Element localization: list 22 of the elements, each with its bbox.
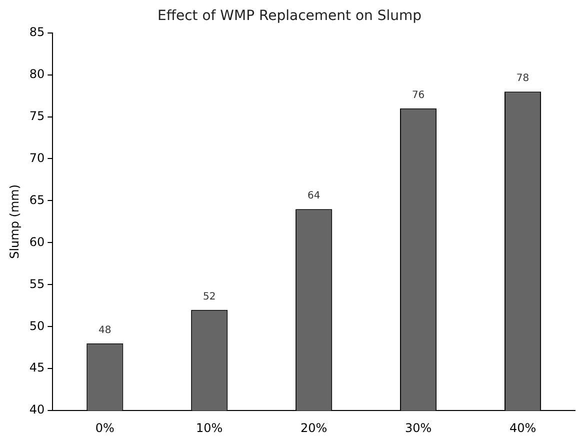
x-tick-label: 0% [95,420,114,435]
y-tick-label: 55 [29,276,45,291]
x-tick-label: 30% [404,420,432,435]
y-tick-label: 85 [29,24,45,39]
y-tick-label: 75 [29,108,45,123]
y-tick-label: 40 [29,402,45,417]
data-label: 52 [203,291,216,302]
data-label: 76 [412,90,425,101]
data-label: 78 [516,73,530,84]
y-axis-title: Slump (mm) [7,184,22,259]
x-tick-label: 10% [196,420,223,435]
data-label: 64 [307,190,320,202]
data-label: 48 [98,325,112,336]
chart-title: Effect of WMP Replacement on Slump [157,8,422,24]
y-tick-label: 50 [29,318,45,333]
y-tick-label: 70 [29,150,45,165]
y-tick-label: 45 [29,360,45,375]
y-tick-label: 60 [29,234,45,249]
x-tick-label: 40% [509,420,536,435]
y-tick-label: 65 [29,192,45,207]
y-tick-label: 80 [29,66,45,81]
x-tick-label: 20% [300,420,328,435]
